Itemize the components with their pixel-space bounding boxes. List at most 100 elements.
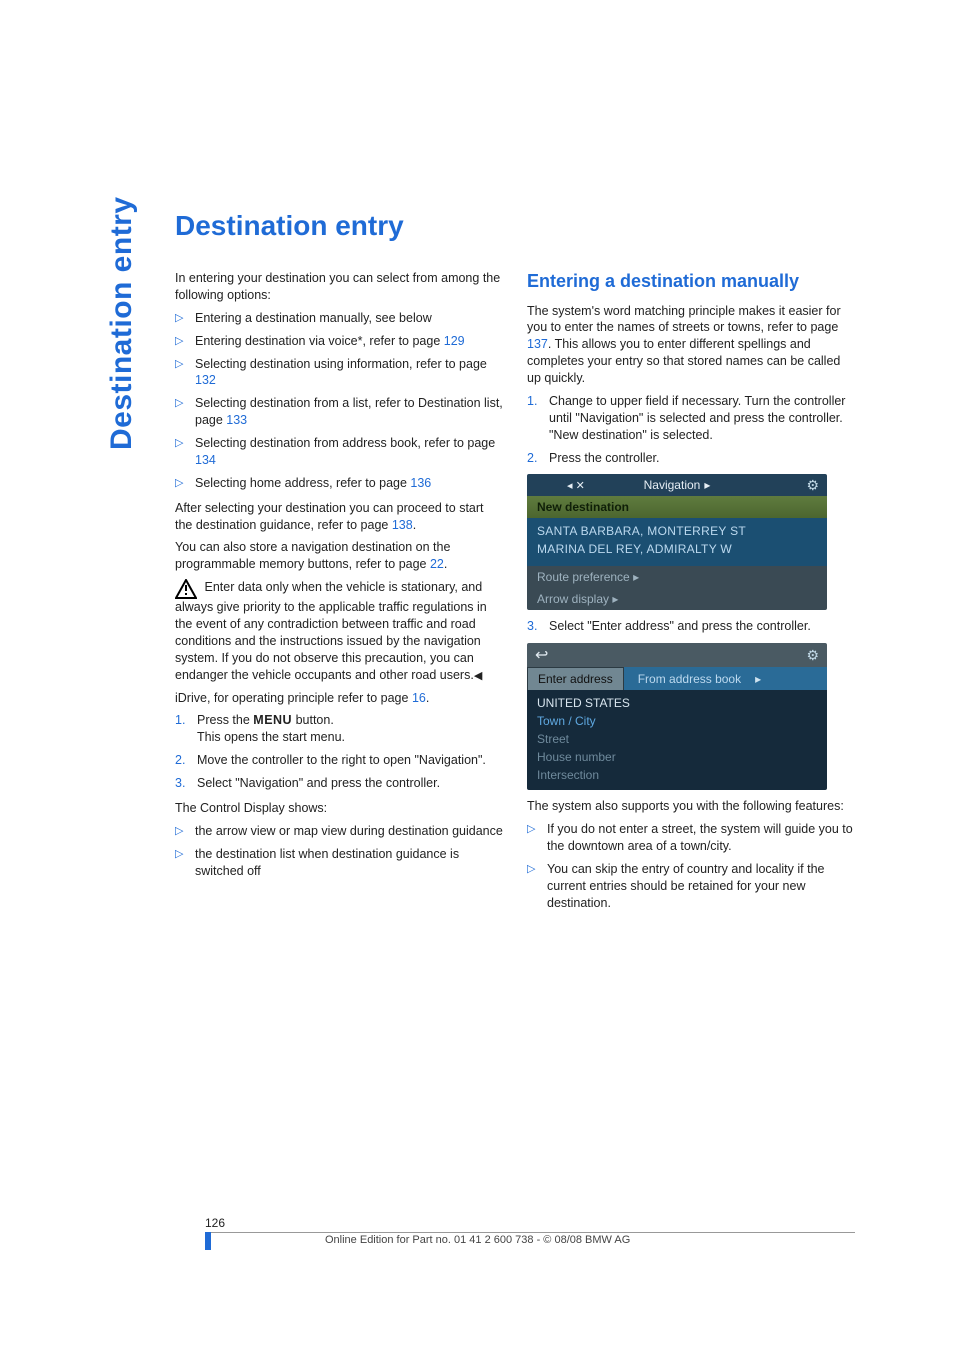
step-number: 3. (175, 775, 197, 792)
recent-dest-row: SANTA BARBARA, MONTERREY ST (537, 522, 817, 540)
gear-icon: ⚙ (806, 647, 819, 664)
nav-screenshot-1: ◂ ✕ Navigation ▸ ⚙ New destination SANTA… (527, 474, 827, 610)
list-item: ▷ Entering destination via voice*, refer… (175, 333, 503, 350)
list-item: ▷ Selecting destination from a list, ref… (175, 395, 503, 429)
steps-list: 1. Press the MENU button. This opens the… (175, 712, 503, 792)
nav-screenshot-2: ↩ ⚙ Enter address From address book ▸ UN… (527, 643, 827, 790)
new-destination-row: New destination (527, 496, 827, 518)
step-item: 2. Move the controller to the right to o… (175, 752, 503, 769)
menu-button-label: MENU (253, 713, 292, 727)
page-title: Destination entry (175, 210, 855, 242)
tab-enter-address: Enter address (527, 667, 624, 690)
paragraph: The Control Display shows: (175, 800, 503, 817)
step-text: Press the controller. (549, 450, 659, 467)
step-item: 2. Press the controller. (527, 450, 855, 467)
chevron-right-icon: ▸ (704, 478, 710, 492)
triangle-icon: ▷ (175, 823, 195, 839)
item-text: You can skip the entry of country and lo… (547, 861, 855, 912)
triangle-icon: ▷ (175, 475, 195, 491)
warning-icon (175, 579, 197, 599)
intro-text: In entering your destination you can sel… (175, 270, 503, 304)
gear-icon: ⚙ (806, 477, 819, 494)
item-text: If you do not enter a street, the system… (547, 821, 855, 855)
step-text: Select "Navigation" and press the contro… (197, 775, 440, 792)
triangle-icon: ▷ (175, 435, 195, 451)
features-list: ▷ If you do not enter a street, the syst… (527, 821, 855, 911)
item-text: the destination list when destination gu… (195, 846, 503, 880)
page-link[interactable]: 133 (226, 413, 247, 427)
step-number: 1. (175, 712, 197, 729)
page-link[interactable]: 134 (195, 453, 216, 467)
list-item: ▷ Selecting destination from address boo… (175, 435, 503, 469)
display-list: ▷ the arrow view or map view during dest… (175, 823, 503, 880)
address-row: Street (537, 730, 817, 748)
steps-list: 3. Select "Enter address" and press the … (527, 618, 855, 635)
step-subtext: This opens the start menu. (197, 730, 345, 744)
triangle-icon: ▷ (527, 861, 547, 877)
page-link[interactable]: 136 (410, 476, 431, 490)
step-number: 2. (175, 752, 197, 769)
footer-accent-icon (205, 1232, 211, 1250)
page-link[interactable]: 138 (392, 518, 413, 532)
triangle-icon: ▷ (175, 846, 195, 862)
nav-header-label: Navigation (644, 478, 701, 492)
back-icon: ↩ (535, 645, 548, 665)
end-marker-icon: ◀ (474, 670, 482, 682)
warning-note: Enter data only when the vehicle is stat… (175, 579, 503, 683)
list-item: ▷ Entering a destination manually, see b… (175, 310, 503, 327)
page-link[interactable]: 137 (527, 337, 548, 351)
tab-from-address-book: From address book (628, 668, 751, 690)
paragraph: The system also supports you with the fo… (527, 798, 855, 815)
page-number: 126 (205, 1216, 855, 1230)
chevron-right-icon: ▸ (751, 672, 765, 686)
page-link[interactable]: 132 (195, 373, 216, 387)
address-row: Town / City (537, 712, 817, 730)
list-item: ▷ If you do not enter a street, the syst… (527, 821, 855, 855)
paragraph: After selecting your destination you can… (175, 500, 503, 534)
triangle-icon: ▷ (175, 356, 195, 372)
step-subtext: "New destination" is selected. (549, 428, 713, 442)
step-number: 2. (527, 450, 549, 467)
option-text: Selecting destination using information,… (195, 357, 487, 371)
step-item: 3. Select "Navigation" and press the con… (175, 775, 503, 792)
step-item: 1. Press the MENU button. This opens the… (175, 712, 503, 746)
side-section-title: Destination entry (105, 196, 139, 450)
step-text: Move the controller to the right to open… (197, 752, 486, 769)
step-item: 3. Select "Enter address" and press the … (527, 618, 855, 635)
address-row: Intersection (537, 766, 817, 784)
option-text: Selecting destination from address book,… (195, 436, 495, 450)
left-column: In entering your destination you can sel… (175, 270, 503, 920)
step-item: 1. Change to upper field if necessary. T… (527, 393, 855, 444)
list-item: ▷ the arrow view or map view during dest… (175, 823, 503, 840)
option-text: Selecting home address, refer to page (195, 476, 410, 490)
option-text: Entering a destination manually, see bel… (195, 311, 432, 325)
paragraph: You can also store a navigation destinat… (175, 539, 503, 573)
address-row: UNITED STATES (537, 694, 817, 712)
paragraph: iDrive, for operating principle refer to… (175, 690, 503, 707)
page-link[interactable]: 129 (444, 334, 465, 348)
section-heading: Entering a destination manually (527, 270, 855, 293)
page-link[interactable]: 16 (412, 691, 426, 705)
address-row: House number (537, 748, 817, 766)
list-item: ▷ the destination list when destination … (175, 846, 503, 880)
triangle-icon: ▷ (175, 310, 195, 326)
page-link[interactable]: 22 (430, 557, 444, 571)
triangle-icon: ▷ (527, 821, 547, 837)
right-column: Entering a destination manually The syst… (527, 270, 855, 920)
step-number: 1. (527, 393, 549, 410)
warning-text: Enter data only when the vehicle is stat… (175, 580, 487, 682)
triangle-icon: ▷ (175, 333, 195, 349)
route-preference-row: Route preference ▸ (527, 566, 827, 588)
step-text: Select "Enter address" and press the con… (549, 618, 811, 635)
list-item: ▷ Selecting destination using informatio… (175, 356, 503, 390)
paragraph: The system's word matching principle mak… (527, 303, 855, 387)
recent-dest-row: MARINA DEL REY, ADMIRALTY W (537, 540, 817, 558)
steps-list: 1. Change to upper field if necessary. T… (527, 393, 855, 467)
list-item: ▷ Selecting home address, refer to page … (175, 475, 503, 492)
footer-text: Online Edition for Part no. 01 41 2 600 … (325, 1234, 630, 1246)
item-text: the arrow view or map view during destin… (195, 823, 503, 840)
satellite-icon: ◂ ✕ (567, 479, 585, 492)
triangle-icon: ▷ (175, 395, 195, 411)
list-item: ▷ You can skip the entry of country and … (527, 861, 855, 912)
arrow-display-row: Arrow display ▸ (527, 588, 827, 610)
